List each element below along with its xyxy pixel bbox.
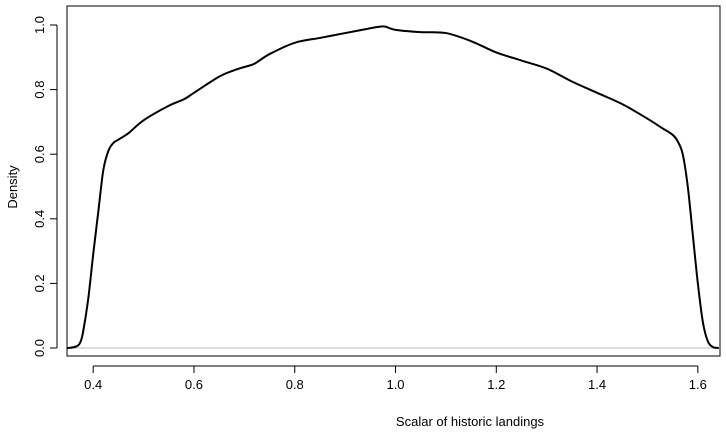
x-tick-label: 0.8 xyxy=(286,377,304,392)
x-axis: 0.4 0.6 0.8 1.0 1.2 1.4 1.6 xyxy=(84,365,707,392)
y-tick-label: 0.2 xyxy=(32,274,47,292)
x-tick-label: 1.2 xyxy=(487,377,505,392)
y-tick-label: 0.6 xyxy=(32,145,47,163)
x-tick-label: 1.6 xyxy=(689,377,707,392)
x-tick-label: 1.0 xyxy=(386,377,404,392)
x-tick-label: 1.4 xyxy=(588,377,606,392)
plot-frame xyxy=(66,5,721,357)
density-line xyxy=(67,25,719,349)
y-tick-label: 0.4 xyxy=(32,210,47,228)
x-tick-label: 0.6 xyxy=(185,377,203,392)
y-tick-label: 0.0 xyxy=(32,339,47,357)
y-tick-label: 1.0 xyxy=(32,16,47,34)
y-axis-title: Density xyxy=(5,165,20,209)
x-axis-title: Scalar of historic landings xyxy=(396,414,545,429)
y-axis: 0.0 0.2 0.4 0.6 0.8 1.0 xyxy=(32,16,58,357)
x-tick-label: 0.4 xyxy=(84,377,102,392)
y-tick-label: 0.8 xyxy=(32,81,47,99)
